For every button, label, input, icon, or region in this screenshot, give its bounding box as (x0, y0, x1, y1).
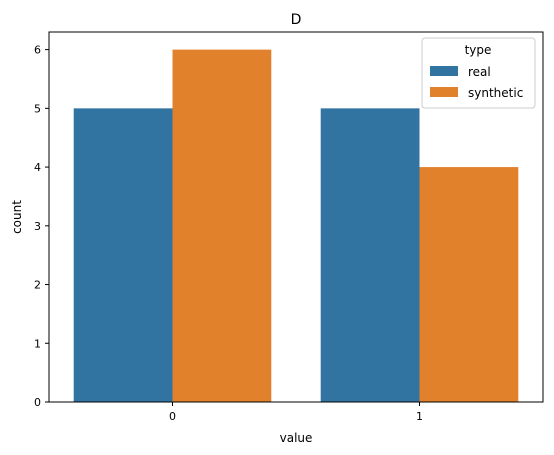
x-tick-label: 0 (169, 410, 176, 423)
legend-label-synthetic: synthetic (468, 86, 523, 100)
y-tick-label: 4 (34, 161, 41, 174)
plot-frame (48, 31, 544, 403)
y-tick-label: 2 (34, 279, 41, 292)
y-tick-label: 6 (34, 44, 41, 57)
y-tick-label: 0 (34, 396, 41, 409)
bar-synthetic-1 (419, 167, 519, 402)
legend-title: type (465, 43, 492, 57)
legend-label-real: real (468, 65, 491, 79)
bar-real-1 (320, 108, 420, 402)
y-tick-label: 5 (34, 102, 41, 115)
y-tick-label: 1 (34, 337, 41, 350)
y-axis-ticks: 0 1 2 3 4 5 6 (34, 44, 49, 409)
x-axis-label: value (280, 431, 313, 445)
bar-synthetic-0 (172, 49, 272, 402)
legend-swatch-real (430, 66, 458, 76)
y-tick-label: 3 (34, 220, 41, 233)
bar-real-0 (73, 108, 173, 402)
legend-swatch-synthetic (430, 87, 458, 97)
bars-group (73, 49, 519, 402)
chart-title: D (291, 12, 302, 28)
y-axis-label: count (10, 200, 24, 234)
legend: type real synthetic (421, 37, 536, 109)
x-tick-label: 1 (416, 410, 423, 423)
